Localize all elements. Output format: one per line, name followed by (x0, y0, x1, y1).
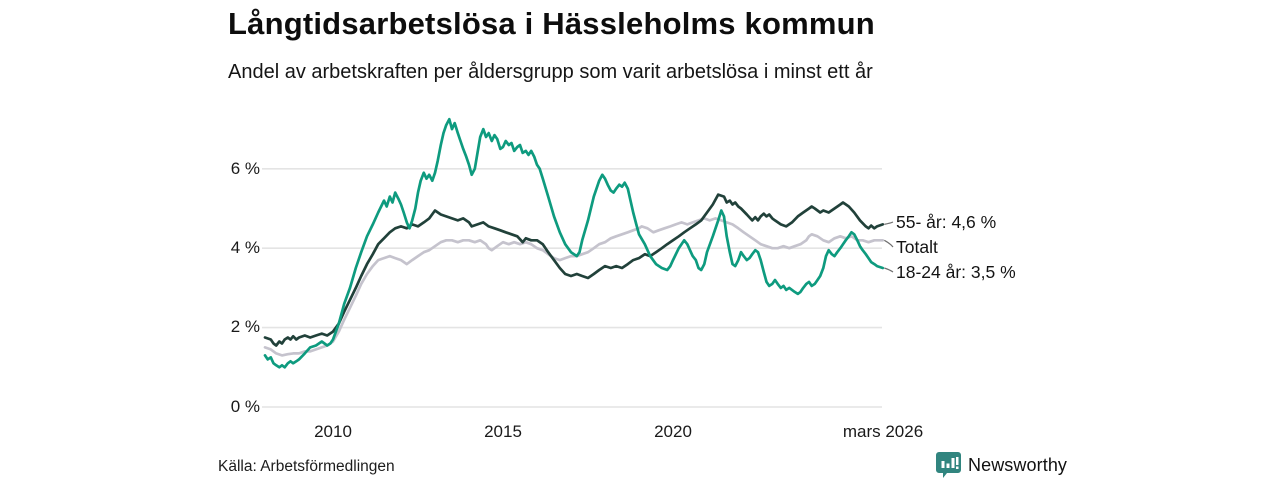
label-connector (884, 239, 894, 248)
x-axis-tick-2010: 2010 (314, 422, 352, 441)
y-axis-tick-0: 0 % (230, 397, 260, 416)
source-attribution: Källa: Arbetsförmedlingen (218, 458, 395, 475)
y-axis-tick-6: 6 % (230, 159, 260, 178)
series-line-55--r (263, 193, 885, 347)
brand-name: Newsworthy (968, 454, 1068, 475)
x-axis-tick-mars-2026: mars 2026 (842, 422, 924, 441)
page-subtitle: Andel av arbetskraften per åldersgrupp s… (228, 61, 873, 83)
label-connector (884, 267, 894, 273)
series-label-totalt: Totalt (896, 237, 938, 257)
series-line-Totalt (263, 217, 885, 357)
newsworthy-bar-chart-icon (936, 452, 961, 478)
y-axis-tick-4: 4 % (230, 238, 260, 257)
y-axis-tick-2: 2 % (230, 317, 260, 336)
x-axis-tick-2015: 2015 (484, 422, 522, 441)
newsworthy-logo: Newsworthy (936, 452, 1067, 478)
series-label-55-ar: 55- år: 4,6 % (896, 212, 997, 232)
series-label-18-24-ar: 18-24 år: 3,5 % (896, 262, 1016, 282)
page-title: Långtidsarbetslösa i Hässleholms kommun (228, 6, 875, 41)
x-axis-tick-2020: 2020 (654, 422, 692, 441)
label-connector (884, 221, 894, 225)
series-line-18-24-r (263, 117, 885, 369)
